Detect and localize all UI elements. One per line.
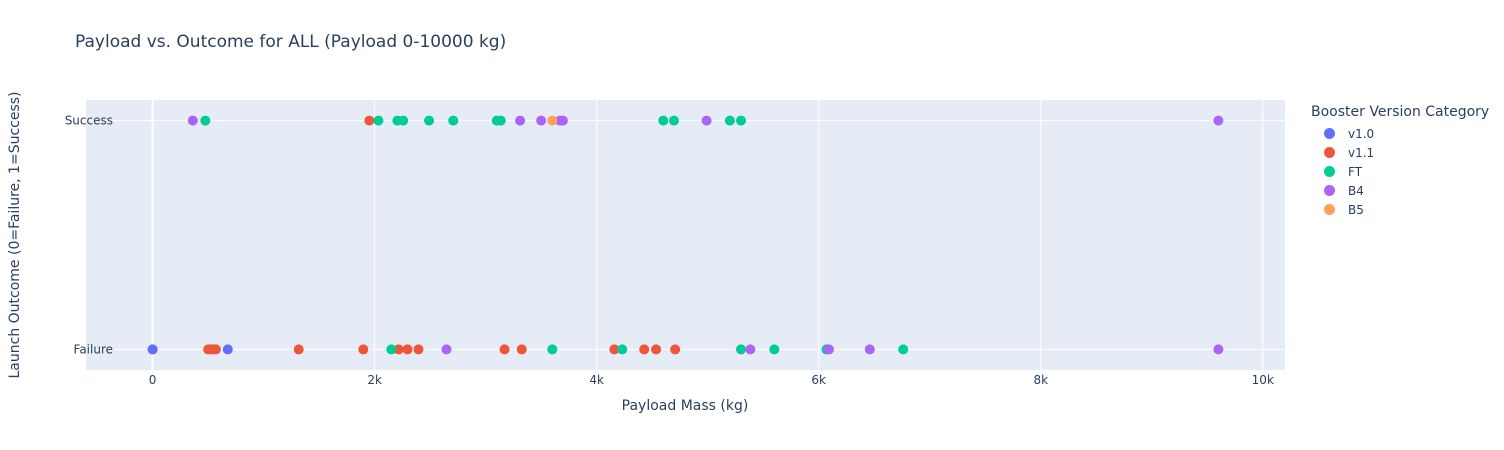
data-point-ft[interactable]: [398, 115, 409, 126]
legend-item[interactable]: B5: [1311, 200, 1489, 219]
data-point-ft[interactable]: [736, 344, 747, 355]
plot-background: [86, 100, 1285, 370]
x-tick-label: 0: [149, 373, 157, 387]
data-point-b4[interactable]: [557, 115, 568, 126]
data-point-b4[interactable]: [441, 344, 452, 355]
data-point-v1-1[interactable]: [609, 344, 620, 355]
data-point-b4[interactable]: [864, 344, 875, 355]
data-point-b4[interactable]: [1213, 344, 1224, 355]
data-point-b5[interactable]: [547, 115, 558, 126]
data-point-v1-1[interactable]: [499, 344, 510, 355]
legend[interactable]: Booster Version Category v1.0 v1.1 FT B4 B5: [1311, 104, 1489, 219]
data-point-ft[interactable]: [200, 115, 211, 126]
data-point-v1-1[interactable]: [651, 344, 662, 355]
x-tick-label: 2k: [367, 373, 382, 387]
data-point-ft[interactable]: [736, 115, 747, 126]
data-point-v1-1[interactable]: [402, 344, 413, 355]
legend-title: Booster Version Category: [1311, 104, 1490, 120]
data-point-ft[interactable]: [658, 115, 669, 126]
data-point-b4[interactable]: [515, 115, 526, 126]
y-tick-label: Failure: [74, 342, 113, 356]
data-point-v1-1[interactable]: [210, 344, 221, 355]
data-point-b4[interactable]: [745, 344, 756, 355]
data-point-b4[interactable]: [187, 115, 198, 126]
data-point-ft[interactable]: [386, 344, 397, 355]
x-axis-title: Payload Mass (kg): [622, 398, 749, 414]
data-point-v1-1[interactable]: [516, 344, 527, 355]
chart-title: Payload vs. Outcome for ALL (Payload 0-1…: [75, 32, 507, 52]
legend-item[interactable]: B4: [1311, 181, 1489, 200]
data-point-ft[interactable]: [668, 115, 679, 126]
data-point-v1-0[interactable]: [147, 344, 158, 355]
legend-marker-icon: [1324, 166, 1335, 177]
data-point-ft[interactable]: [373, 115, 384, 126]
legend-item[interactable]: FT: [1311, 162, 1489, 181]
x-tick-label: 4k: [589, 373, 604, 387]
x-tick-label: 6k: [811, 373, 826, 387]
data-point-ft[interactable]: [769, 344, 780, 355]
data-point-b4[interactable]: [701, 115, 712, 126]
legend-items[interactable]: v1.0 v1.1 FT B4 B5: [1311, 124, 1489, 219]
legend-label: B4: [1348, 183, 1364, 198]
data-point-v1-1[interactable]: [413, 344, 424, 355]
data-point-ft[interactable]: [495, 115, 506, 126]
legend-label: FT: [1348, 164, 1363, 179]
data-point-v1-1[interactable]: [639, 344, 650, 355]
data-point-b4[interactable]: [536, 115, 547, 126]
y-axis-title: Launch Outcome (0=Failure, 1=Success): [7, 91, 23, 378]
data-point-ft[interactable]: [898, 344, 909, 355]
data-point-v1-1[interactable]: [670, 344, 681, 355]
legend-marker-icon: [1324, 147, 1335, 158]
data-point-v1-1[interactable]: [293, 344, 304, 355]
data-point-b4[interactable]: [823, 344, 834, 355]
data-point-b4[interactable]: [1213, 115, 1224, 126]
data-point-ft[interactable]: [617, 344, 628, 355]
y-tick-label: Success: [65, 114, 113, 128]
legend-marker-icon: [1324, 185, 1335, 196]
tick-labels: 0 2k 4k 6k 8k 10k Failure Success: [65, 114, 1274, 387]
grid-lines: [86, 100, 1285, 370]
legend-marker-icon: [1324, 204, 1335, 215]
legend-item[interactable]: v1.0: [1311, 124, 1489, 143]
x-tick-label: 8k: [1033, 373, 1048, 387]
data-point-v1-1[interactable]: [358, 344, 369, 355]
legend-label: v1.1: [1348, 145, 1375, 160]
data-point-v1-0[interactable]: [222, 344, 233, 355]
data-points: [147, 115, 1224, 355]
legend-marker-icon: [1324, 128, 1335, 139]
legend-label: B5: [1348, 202, 1364, 217]
data-point-v1-1[interactable]: [393, 344, 404, 355]
data-point-ft[interactable]: [547, 344, 558, 355]
x-tick-label: 10k: [1252, 373, 1274, 387]
legend-item[interactable]: v1.1: [1311, 143, 1489, 162]
legend-label: v1.0: [1348, 126, 1375, 141]
data-point-ft[interactable]: [424, 115, 435, 126]
data-point-v1-1[interactable]: [364, 115, 375, 126]
data-point-ft[interactable]: [724, 115, 735, 126]
data-point-ft[interactable]: [448, 115, 459, 126]
